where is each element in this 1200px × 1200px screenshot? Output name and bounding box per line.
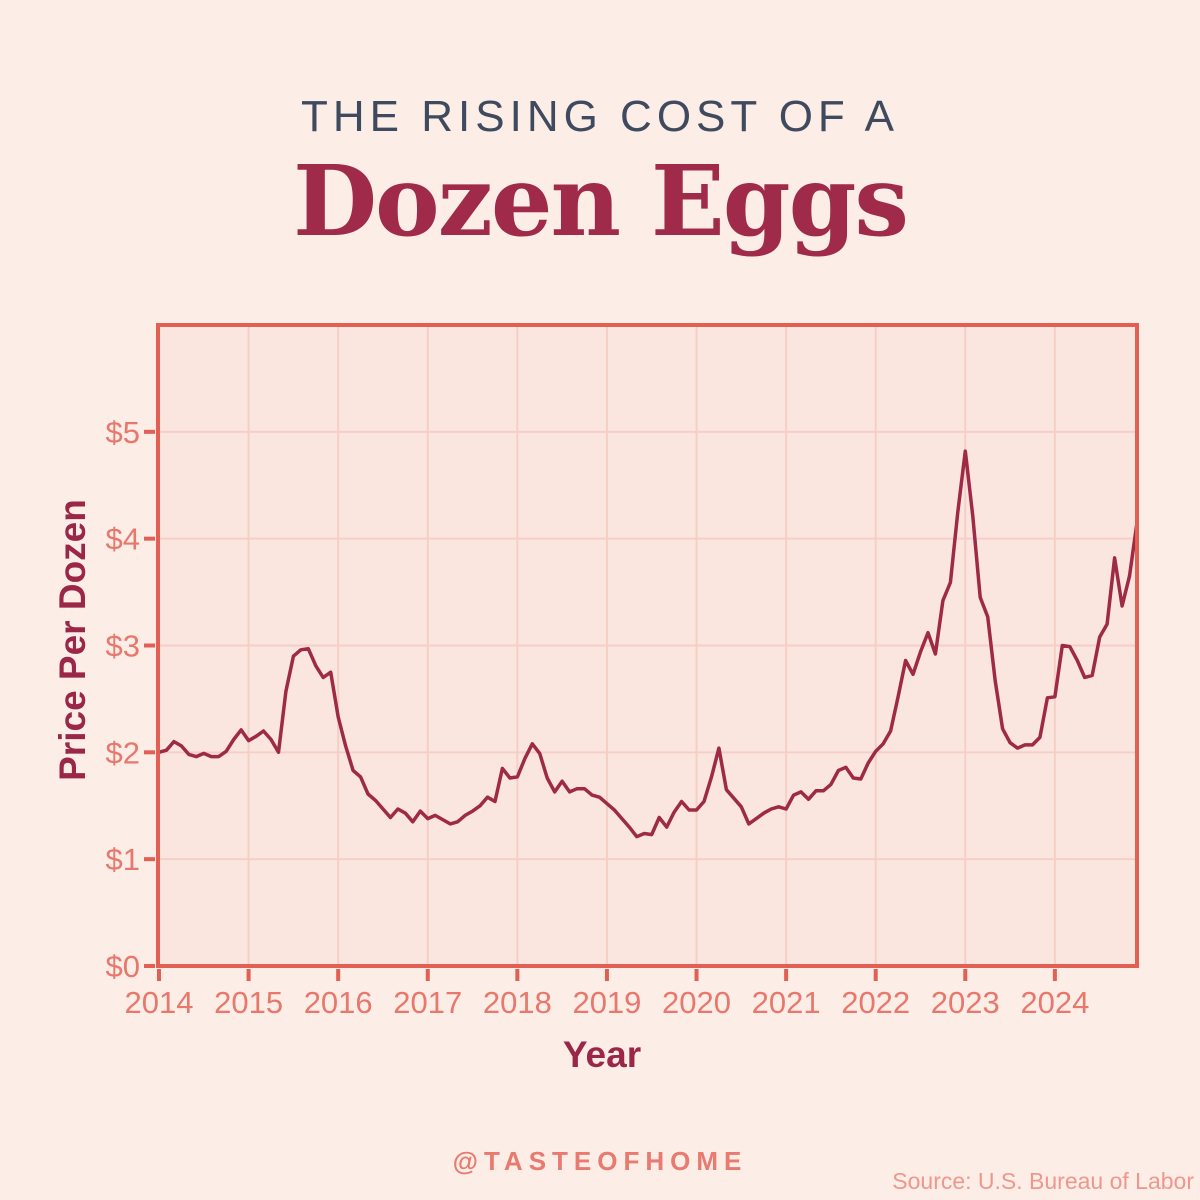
- chart-kicker: THE RISING COST OF A: [301, 92, 899, 141]
- y-tick-label: $0: [106, 949, 140, 984]
- x-tick-label: 2020: [662, 985, 731, 1020]
- x-tick-label: 2023: [931, 985, 1000, 1020]
- price-line: [157, 449, 1139, 839]
- x-tick-label: 2016: [304, 985, 373, 1020]
- y-tick-label: $3: [106, 629, 140, 664]
- x-tick-label: 2019: [572, 985, 641, 1020]
- social-handle: @TASTEOFHOME: [452, 1146, 748, 1176]
- chart-title: Dozen Eggs: [292, 144, 909, 258]
- x-axis-title: Year: [562, 1034, 642, 1075]
- x-tick-label: 2017: [393, 985, 462, 1020]
- x-tick-label: 2024: [1020, 985, 1089, 1020]
- plot-border: [156, 323, 1139, 968]
- source-credit: Source: U.S. Bureau of Labor: [892, 1168, 1194, 1194]
- y-tick-label: $2: [106, 735, 140, 770]
- x-tick-label: 2018: [483, 985, 552, 1020]
- x-tick-label: 2014: [125, 985, 194, 1020]
- y-tick-label: $1: [106, 842, 140, 877]
- y-tick-label: $4: [106, 522, 140, 557]
- y-tick-label: $5: [106, 415, 140, 450]
- y-axis-title: Price Per Dozen: [52, 499, 93, 781]
- x-tick-label: 2022: [841, 985, 910, 1020]
- x-tick-label: 2015: [214, 985, 283, 1020]
- x-tick-label: 2021: [752, 985, 821, 1020]
